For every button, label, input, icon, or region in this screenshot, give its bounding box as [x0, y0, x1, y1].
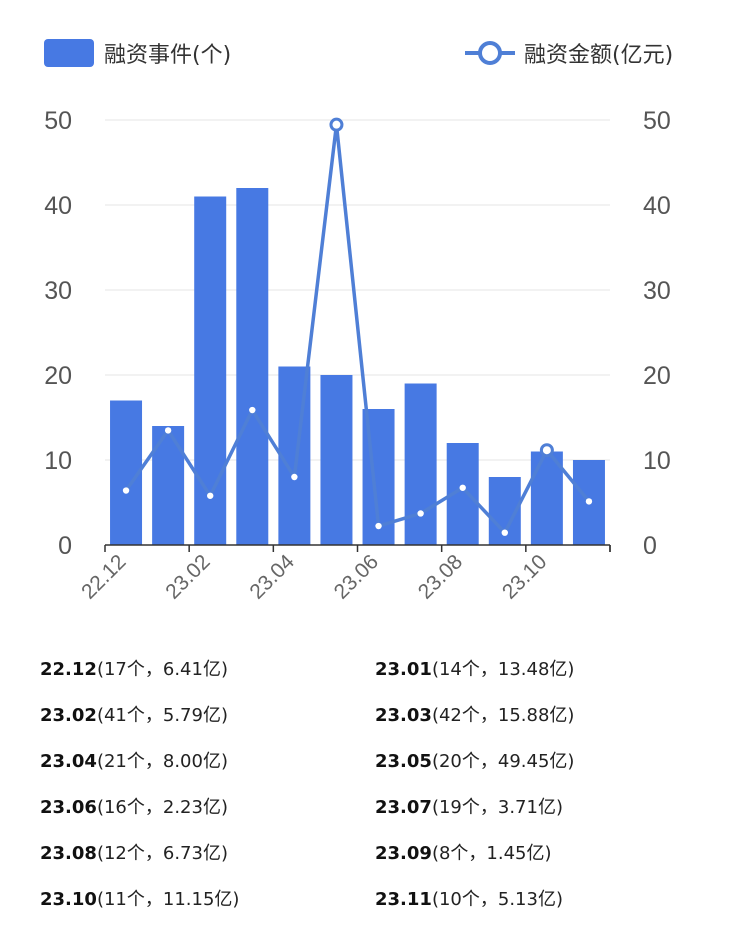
y-left-tick-label: 20	[44, 362, 72, 390]
summary-item-23.02: 23.02(41个，5.79亿)	[40, 698, 375, 744]
point-23.02	[207, 492, 214, 499]
y-right-tick-label: 0	[643, 532, 657, 560]
summary-month: 23.05	[375, 751, 432, 772]
summary-values: (41个，5.79亿)	[96, 705, 228, 726]
legend-line-marker	[478, 41, 502, 65]
bar-23.02	[194, 196, 227, 545]
summary-values: (17个，6.41亿)	[96, 659, 228, 680]
summary-values: (10个，5.13亿)	[431, 889, 563, 910]
summary-values: (12个，6.73亿)	[96, 843, 228, 864]
summary-item-23.06: 23.06(16个，2.23亿)	[40, 790, 375, 836]
grid-lines	[105, 119, 610, 461]
bar-23.05	[320, 375, 353, 545]
summary-item-23.10: 23.10(11个，11.15亿)	[40, 882, 375, 928]
summary-values: (42个，15.88亿)	[431, 705, 575, 726]
point-23.08	[459, 484, 466, 491]
combo-chart: 融资事件(个) 融资金额(亿元) 0 0 10 10 20 20 30 30 40 40 50 50 2…	[44, 39, 673, 604]
summary-month: 23.01	[375, 659, 432, 680]
legend-bar-label: 融资事件(个)	[104, 43, 231, 68]
line-series	[122, 117, 593, 536]
summary-values: (14个，13.48亿)	[431, 659, 575, 680]
summary-month: 23.08	[40, 843, 97, 864]
bar-23.07	[404, 383, 437, 545]
x-tick-label: 23.02	[161, 550, 214, 603]
summary-item-23.11: 23.11(10个，5.13亿)	[375, 882, 710, 928]
summary-values: (19个，3.71亿)	[431, 797, 563, 818]
amount-line	[124, 122, 591, 535]
summary-item-23.01: 23.01(14个，13.48亿)	[375, 652, 710, 698]
summary-item-23.05: 23.05(20个，49.45亿)	[375, 744, 710, 790]
summary-month: 23.10	[40, 889, 97, 910]
x-tick-label: 23.06	[330, 550, 383, 603]
legend-bar-swatch	[44, 39, 94, 67]
x-tick-label: 23.04	[245, 550, 299, 604]
summary-values: (16个，2.23亿)	[96, 797, 228, 818]
summary-month: 22.12	[40, 659, 97, 680]
y-left-tick-label: 40	[44, 192, 72, 220]
summary-month: 23.07	[375, 797, 432, 818]
point-23.06	[375, 522, 382, 530]
legend-line-label: 融资金额(亿元)	[524, 43, 673, 68]
summary-values: (21个，8.00亿)	[96, 751, 228, 772]
y-left-tick-label: 30	[44, 277, 72, 305]
summary-values: (20个，49.45亿)	[431, 751, 575, 772]
summary-list: 22.12(17个，6.41亿) 23.01(14个，13.48亿) 23.02(4…	[40, 652, 720, 928]
point-23.03	[249, 406, 256, 414]
point-23.04	[291, 473, 298, 481]
x-tick-label: 23.08	[414, 550, 467, 603]
summary-values: (11个，11.15亿)	[96, 889, 240, 910]
summary-item-23.04: 23.04(21个，8.00亿)	[40, 744, 375, 790]
summary-month: 23.04	[40, 751, 97, 772]
point-23.07	[417, 510, 424, 517]
y-right-tick-label: 50	[643, 107, 671, 135]
point-23.05	[329, 117, 344, 132]
x-tick-label: 22.12	[77, 550, 130, 603]
summary-item-22.12: 22.12(17个，6.41亿)	[40, 652, 375, 698]
y-right-tick-label: 40	[643, 192, 671, 220]
summary-item-23.09: 23.09(8个，1.45亿)	[375, 836, 710, 882]
summary-month: 23.06	[40, 797, 97, 818]
y-right-tick-label: 20	[643, 362, 671, 390]
summary-month: 23.03	[375, 705, 432, 726]
point-23.01	[164, 427, 172, 434]
summary-month: 23.11	[375, 889, 432, 910]
summary-month: 23.02	[40, 705, 97, 726]
summary-item-23.07: 23.07(19个，3.71亿)	[375, 790, 710, 836]
y-right-tick-label: 30	[643, 277, 671, 305]
point-23.11	[585, 498, 593, 505]
y-right-tick-label: 10	[643, 447, 671, 475]
y-left-tick-label: 10	[44, 447, 72, 475]
bar-23.10	[530, 451, 563, 545]
summary-item-23.08: 23.08(12个，6.73亿)	[40, 836, 375, 882]
y-left-tick-label: 50	[44, 107, 72, 135]
y-left-tick-label: 0	[58, 532, 72, 560]
point-22.12	[122, 487, 130, 494]
x-tick-label: 23.10	[498, 550, 551, 603]
bar-23.03	[236, 188, 269, 545]
summary-month: 23.09	[375, 843, 432, 864]
summary-item-23.03: 23.03(42个，15.88亿)	[375, 698, 710, 744]
summary-values: (8个，1.45亿)	[431, 843, 552, 864]
bar-series	[110, 188, 605, 545]
point-23.10	[539, 443, 554, 458]
point-23.09	[501, 529, 508, 536]
